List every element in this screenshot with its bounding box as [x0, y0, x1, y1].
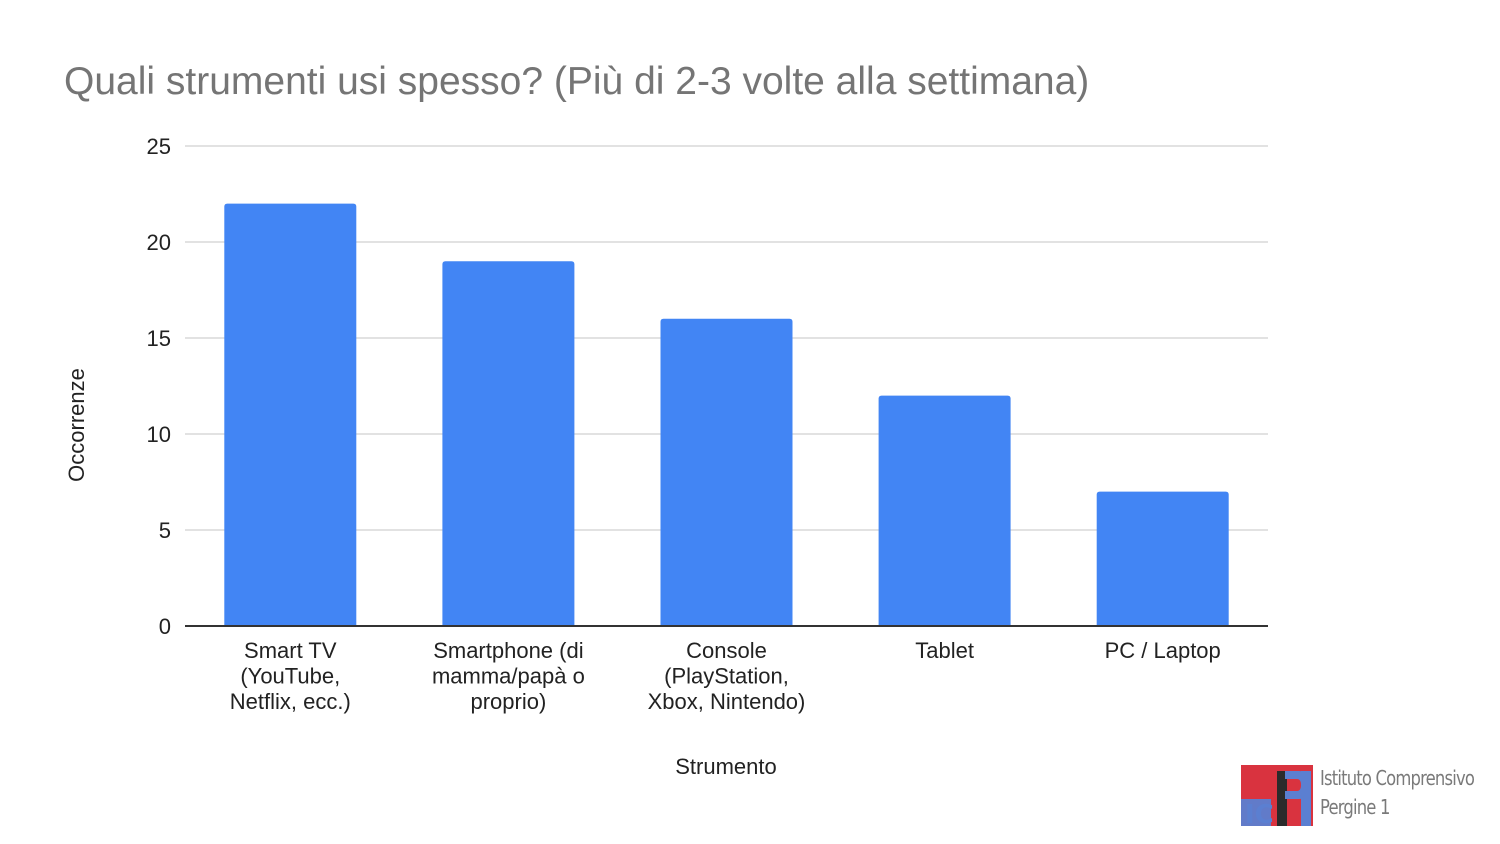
- x-tick-label: Smartphone (di mamma/papà o proprio): [432, 638, 585, 714]
- logo-ic-letters: IC: [1245, 800, 1274, 826]
- school-name: Istituto Comprensivo Pergine 1: [1320, 764, 1475, 822]
- bar: [878, 395, 1011, 626]
- logo-blue-block: [1241, 799, 1271, 826]
- x-tick-label: Smart TV (YouTube, Netflix, ecc.): [230, 638, 351, 714]
- y-tick-label: 25: [147, 134, 171, 159]
- bars: [224, 203, 1229, 626]
- bar: [224, 203, 357, 626]
- logo-p-stem: [1277, 771, 1287, 826]
- x-axis-title: Strumento: [675, 754, 777, 779]
- x-tick-label: Tablet: [915, 638, 974, 663]
- school-name-line1: Istituto Comprensivo: [1320, 766, 1475, 790]
- y-tick-label: 15: [147, 326, 171, 351]
- y-tick-label: 10: [147, 422, 171, 447]
- labels: 0 5 10 15 20 25 Smart TV (YouTube, Netflix, ecc.…: [147, 134, 1221, 714]
- y-tick-label: 20: [147, 230, 171, 255]
- y-axis-title: Occorrenze: [64, 368, 89, 482]
- chart-title: Quali strumenti usi spesso? (Più di 2-3 …: [64, 60, 1090, 103]
- bar: [1096, 491, 1229, 626]
- school-logo: IC: [1241, 765, 1313, 826]
- x-tick-label: Console (PlayStation, Xbox, Nintendo): [648, 638, 806, 714]
- school-name-line2: Pergine 1: [1320, 795, 1390, 819]
- x-tick-label: PC / Laptop: [1105, 638, 1221, 663]
- y-tick-label: 0: [159, 614, 171, 639]
- y-tick-label: 5: [159, 518, 171, 543]
- bar: [660, 318, 793, 626]
- logo-i-bar: [1301, 771, 1311, 826]
- bar: [442, 261, 575, 626]
